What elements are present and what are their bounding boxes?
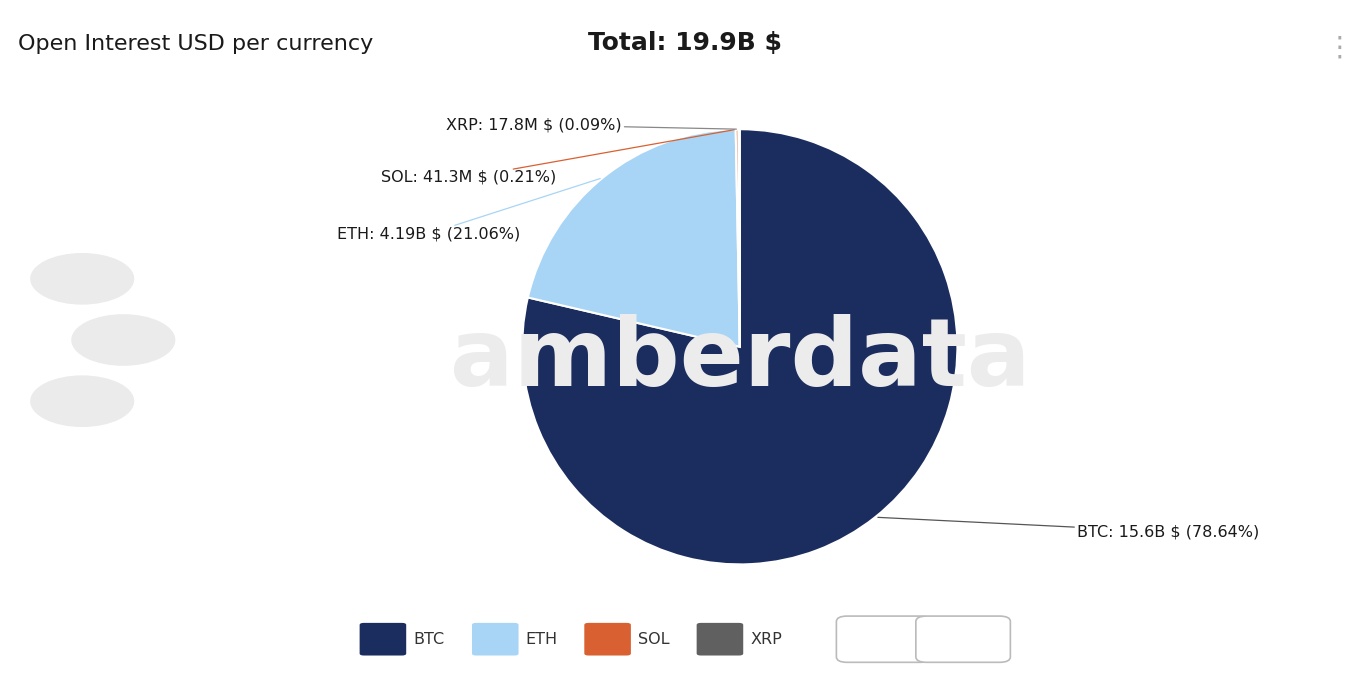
- Text: All: All: [874, 632, 893, 647]
- Text: BTC: BTC: [414, 632, 444, 647]
- Text: Open Interest USD per currency: Open Interest USD per currency: [18, 34, 373, 54]
- Text: ETH: ETH: [525, 632, 558, 647]
- Text: XRP: 17.8M $ (0.09%): XRP: 17.8M $ (0.09%): [447, 118, 737, 133]
- Wedge shape: [522, 129, 958, 564]
- Text: SOL: 41.3M $ (0.21%): SOL: 41.3M $ (0.21%): [381, 130, 734, 184]
- Text: SOL: SOL: [637, 632, 669, 647]
- Text: amberdata: amberdata: [449, 314, 1030, 407]
- Text: Inv: Inv: [952, 632, 974, 647]
- Text: ETH: 4.19B $ (21.06%): ETH: 4.19B $ (21.06%): [337, 179, 600, 241]
- Wedge shape: [736, 129, 740, 347]
- Text: ⋮: ⋮: [1326, 34, 1354, 62]
- Text: BTC: 15.6B $ (78.64%): BTC: 15.6B $ (78.64%): [878, 517, 1259, 539]
- Wedge shape: [527, 129, 740, 347]
- Text: Total: 19.9B $: Total: 19.9B $: [588, 31, 782, 54]
- Text: XRP: XRP: [749, 632, 782, 647]
